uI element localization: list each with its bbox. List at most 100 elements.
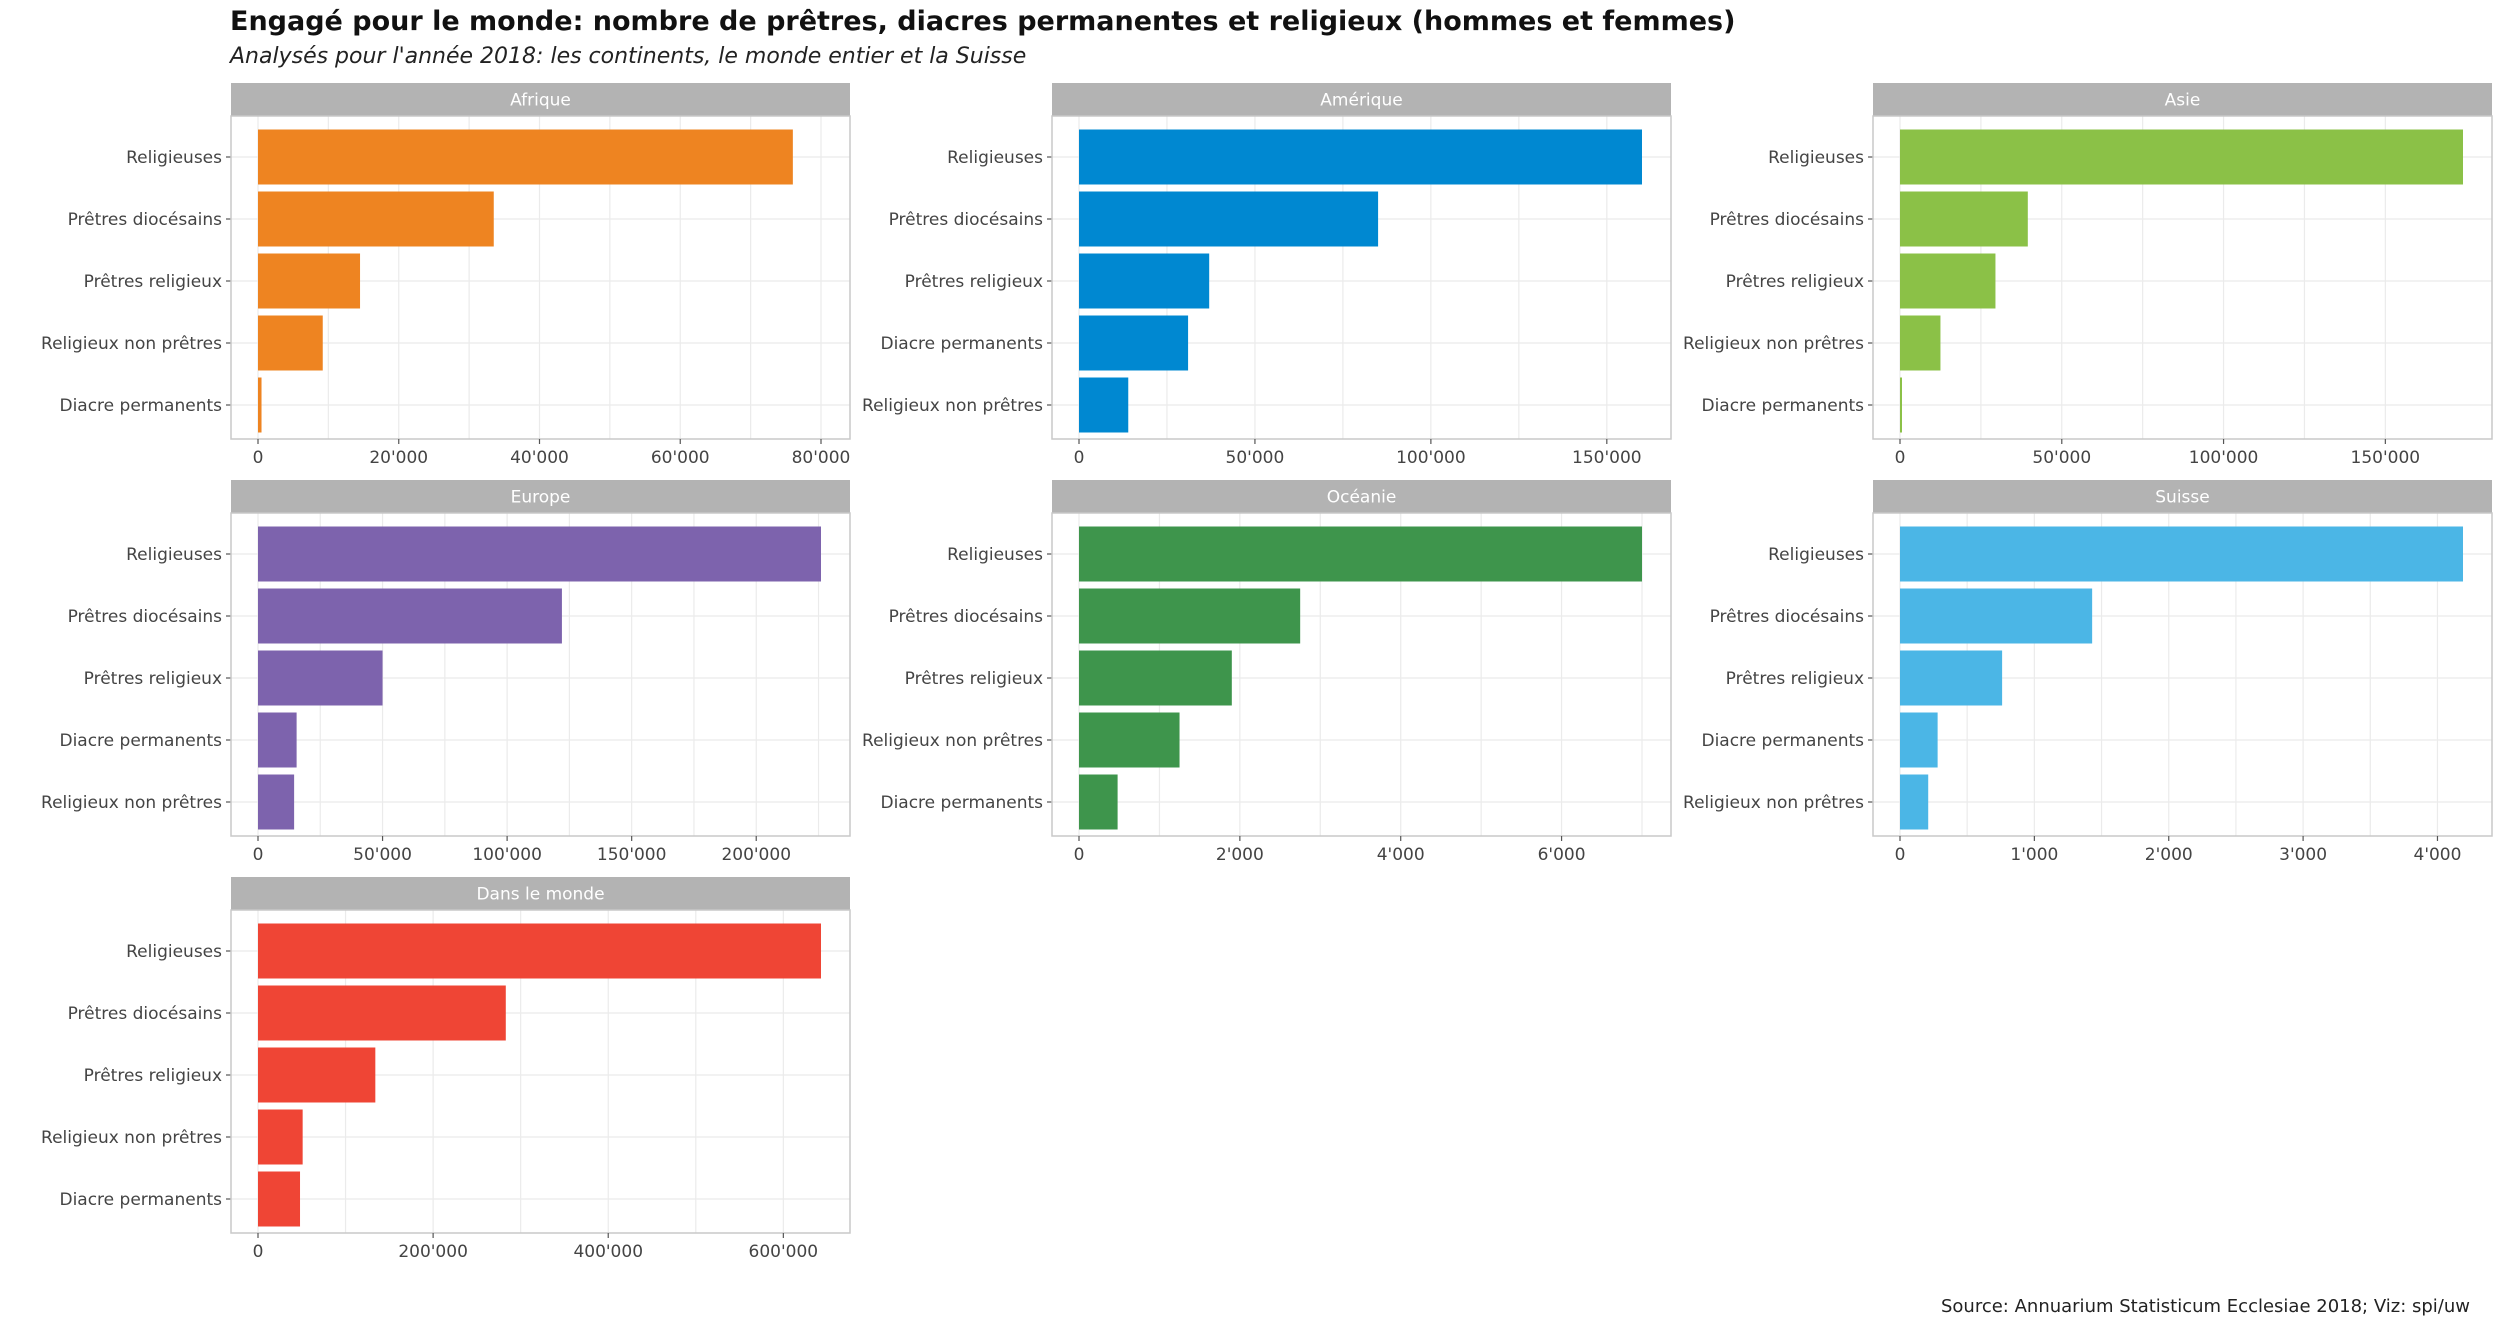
category-label: Prêtres diocésains (1710, 607, 1865, 627)
category-label: Diacre permanents (880, 334, 1043, 354)
category-label: Prêtres diocésains (1710, 210, 1865, 230)
panel-border (230, 512, 851, 837)
x-tick-label: 150'000 (1572, 448, 1642, 468)
bar-religieux-non-pretres (1900, 774, 1929, 830)
x-tick-label: 6'000 (1538, 845, 1586, 865)
x-tick-label: 100'000 (472, 845, 542, 865)
category-label: Prêtres religieux (1726, 669, 1864, 689)
x-tick-label: 4'000 (1377, 845, 1425, 865)
category-label: Prêtres diocésains (68, 1004, 223, 1024)
bar-religieux-non-pretres (258, 315, 323, 371)
x-tick-label: 80'000 (792, 448, 851, 468)
panel-strip (231, 480, 850, 513)
bar-pretres-diocesains (258, 985, 506, 1041)
bar-pretres-religieux (1079, 650, 1232, 706)
panel-suisse: Suisse Religieuses Prêtres diocésains Prêtr… (1683, 480, 2493, 865)
x-tick-label: 1'000 (2010, 845, 2058, 865)
x-tick-label: 0 (1895, 845, 1906, 865)
panel-afrique: Afrique Religieuses Prêtres diocésains Prêt… (41, 83, 851, 468)
bar-pretres-religieux (258, 650, 383, 706)
x-tick-label: 2'000 (1216, 845, 1264, 865)
category-label: Religieuses (1768, 545, 1864, 565)
bar-religieux-non-pretres (1079, 712, 1180, 768)
bar-religieux-non-pretres (258, 774, 295, 830)
panel-title: Asie (2165, 91, 2201, 111)
bar-pretres-religieux (1079, 253, 1210, 309)
x-tick-label: 60'000 (651, 448, 710, 468)
x-tick-label: 150'000 (597, 845, 667, 865)
panel-title: Océanie (1327, 488, 1397, 508)
chart-subtitle: Analysés pour l'année 2018: les continen… (230, 44, 1027, 69)
panel-strip (1052, 83, 1671, 116)
category-label: Religieux non prêtres (41, 1128, 222, 1148)
x-tick-label: 2'000 (2145, 845, 2193, 865)
x-tick-label: 100'000 (2189, 448, 2259, 468)
bar-diacre-permanents (1079, 774, 1118, 830)
panel-title: Suisse (2155, 488, 2209, 508)
bar-pretres-diocesains (1900, 191, 2028, 247)
category-label: Prêtres diocésains (889, 210, 1044, 230)
category-label: Diacre permanents (59, 731, 222, 751)
bar-religieuses (1079, 526, 1642, 582)
category-label: Prêtres religieux (905, 272, 1043, 292)
bar-pretres-religieux (1900, 253, 1996, 309)
category-label: Prêtres religieux (1726, 272, 1864, 292)
category-label: Religieux non prêtres (1683, 334, 1864, 354)
x-tick-label: 20'000 (369, 448, 428, 468)
panel-border (1872, 512, 2493, 837)
bar-religieuses (258, 129, 793, 185)
panel-title: Afrique (510, 91, 571, 111)
category-label: Diacre permanents (1701, 396, 1864, 416)
bar-religieuses (258, 923, 821, 979)
category-label: Prêtres diocésains (889, 607, 1044, 627)
bar-diacre-permanents (1900, 377, 1902, 433)
panel-oceanie: Océanie Religieuses Prêtres diocésains Prêt… (862, 480, 1672, 865)
category-label: Religieuses (126, 545, 222, 565)
category-label: Prêtres religieux (84, 272, 222, 292)
bar-diacre-permanents (1079, 315, 1189, 371)
x-tick-label: 200'000 (398, 1242, 468, 1262)
panel-strip (1052, 480, 1671, 513)
bar-religieuses (1079, 129, 1642, 185)
x-tick-label: 0 (1074, 448, 1085, 468)
category-label: Religieuses (947, 148, 1043, 168)
bar-religieuses (1900, 526, 2463, 582)
panel-border (230, 909, 851, 1234)
x-tick-label: 4'000 (2414, 845, 2462, 865)
category-label: Religieuses (126, 148, 222, 168)
category-label: Diacre permanents (59, 396, 222, 416)
bar-religieux-non-pretres (1079, 377, 1129, 433)
x-tick-label: 50'000 (1226, 448, 1285, 468)
category-label: Diacre permanents (880, 793, 1043, 813)
x-tick-label: 0 (253, 1242, 264, 1262)
panel-amerique: Amérique Religieuses Prêtres diocésains Prê… (862, 83, 1672, 468)
bar-religieux-non-pretres (258, 1109, 303, 1165)
bar-religieuses (1900, 129, 2463, 185)
x-tick-label: 0 (1895, 448, 1906, 468)
category-label: Religieux non prêtres (862, 731, 1043, 751)
x-tick-label: 600'000 (749, 1242, 819, 1262)
panel-border (1051, 115, 1672, 440)
category-label: Religieuses (126, 942, 222, 962)
category-label: Prêtres religieux (84, 1066, 222, 1086)
panel-border (1872, 115, 2493, 440)
bar-diacre-permanents (1900, 712, 1938, 768)
x-tick-label: 0 (1074, 845, 1085, 865)
bar-pretres-religieux (1900, 650, 2003, 706)
bar-pretres-diocesains (1079, 588, 1301, 644)
x-tick-label: 100'000 (1396, 448, 1466, 468)
panel-strip (231, 83, 850, 116)
panel-europe: Europe Religieuses Prêtres diocésains Prêtr… (41, 480, 851, 865)
category-label: Religieuses (1768, 148, 1864, 168)
x-tick-label: 0 (253, 448, 264, 468)
bar-diacre-permanents (258, 712, 297, 768)
bar-religieux-non-pretres (1900, 315, 1941, 371)
panel-title: Amérique (1320, 91, 1402, 111)
bar-religieuses (258, 526, 821, 582)
bar-pretres-religieux (258, 253, 361, 309)
x-tick-label: 50'000 (2032, 448, 2091, 468)
category-label: Religieux non prêtres (862, 396, 1043, 416)
panel-border (230, 115, 851, 440)
category-label: Prêtres diocésains (68, 210, 223, 230)
category-label: Prêtres religieux (84, 669, 222, 689)
